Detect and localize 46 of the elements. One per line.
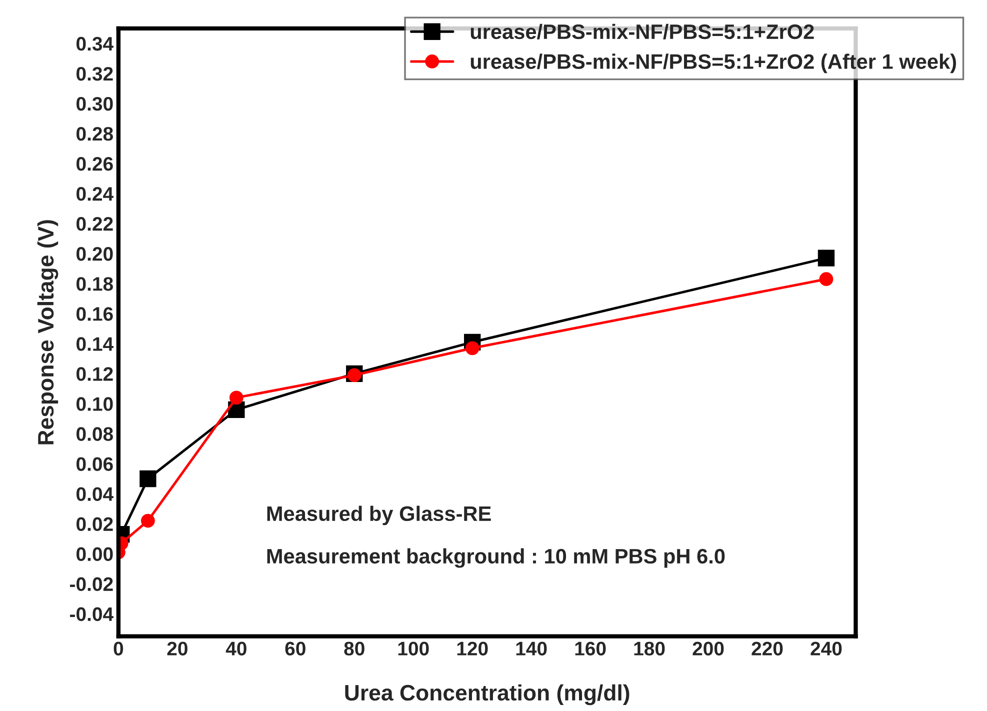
point <box>140 470 156 488</box>
legend-label: urease/PBS-mix-NF/PBS=5:1+ZrO2 (After 1 week) <box>470 54 956 74</box>
point <box>819 272 834 286</box>
y-tick-label: 0.22 <box>76 217 113 231</box>
y-tick-label: 0.02 <box>76 517 113 532</box>
x-tick-label: 200 <box>692 642 724 656</box>
y-tick-label: 0.26 <box>76 157 113 171</box>
point <box>347 368 362 382</box>
y-axis-title: Response Voltage (V) <box>37 220 58 444</box>
y-tick-label: 0.16 <box>76 307 113 321</box>
y-tick-label: 0.00 <box>76 547 113 562</box>
x-tick-label: 20 <box>167 642 188 656</box>
annotation: Measurement background : 10 mM PBS pH 6.0 <box>267 548 725 568</box>
x-tick-label: 120 <box>457 642 488 656</box>
y-tick-label: 0.06 <box>76 457 113 471</box>
x-tick-label: 240 <box>810 642 842 656</box>
x-tick-label: 0 <box>114 642 124 656</box>
y-tick-label: 0.30 <box>76 96 113 111</box>
y-tick-label: 0.10 <box>76 397 113 411</box>
point <box>818 250 835 266</box>
legend-label: urease/PBS-mix-NF/PBS=5:1+ZrO2 <box>470 24 814 40</box>
y-tick-label: 0.08 <box>76 427 113 441</box>
annotation: Measured by Glass-RE <box>267 506 491 526</box>
x-tick-label: 140 <box>516 642 547 656</box>
y-tick-label: 0.04 <box>76 487 114 501</box>
x-tick-label: 160 <box>575 642 606 656</box>
x-tick-label: 40 <box>226 642 246 656</box>
x-tick-label: 60 <box>285 642 306 656</box>
point <box>140 514 155 528</box>
y-tick-label: -0.02 <box>70 577 113 592</box>
x-tick-label: 80 <box>344 642 364 656</box>
x-tick-label: 100 <box>398 642 429 656</box>
x-axis-title: Urea Concentration (mg/dl) <box>345 684 630 706</box>
point <box>465 341 480 356</box>
y-tick-label: 0.28 <box>76 126 113 141</box>
point <box>229 390 244 405</box>
y-tick-label: -0.04 <box>70 607 114 622</box>
x-tick-label: 180 <box>634 642 665 656</box>
y-tick-label: 0.34 <box>76 36 114 51</box>
y-tick-label: 0.18 <box>76 277 113 291</box>
y-tick-label: 0.20 <box>76 247 113 261</box>
y-tick-label: 0.14 <box>76 337 114 351</box>
x-tick-label: 220 <box>752 642 783 656</box>
y-tick-label: 0.24 <box>76 187 114 201</box>
y-tick-label: 0.32 <box>76 66 113 81</box>
y-tick-label: 0.12 <box>76 367 113 381</box>
